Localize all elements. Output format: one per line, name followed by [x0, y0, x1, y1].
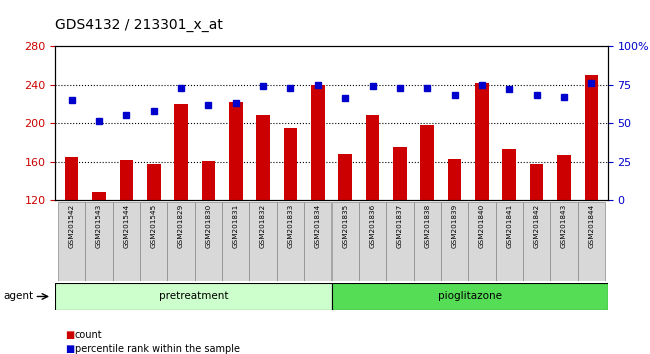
- Bar: [502, 149, 516, 200]
- Bar: [578, 202, 605, 281]
- Text: GSM201843: GSM201843: [561, 204, 567, 249]
- Text: GSM201830: GSM201830: [205, 204, 211, 249]
- Text: pioglitazone: pioglitazone: [437, 291, 502, 302]
- Bar: [283, 128, 297, 200]
- Bar: [393, 147, 407, 200]
- Text: GSM201833: GSM201833: [287, 204, 293, 249]
- Bar: [140, 202, 168, 281]
- Bar: [530, 164, 543, 200]
- Text: ■: ■: [65, 330, 74, 339]
- Bar: [58, 202, 85, 281]
- Bar: [448, 159, 462, 200]
- Bar: [112, 202, 140, 281]
- Text: GSM201839: GSM201839: [452, 204, 458, 249]
- Bar: [475, 82, 489, 200]
- Bar: [168, 202, 195, 281]
- Bar: [332, 202, 359, 281]
- Bar: [65, 157, 79, 200]
- Text: agent: agent: [3, 291, 33, 302]
- Bar: [495, 202, 523, 281]
- Bar: [222, 202, 250, 281]
- Text: pretreatment: pretreatment: [159, 291, 228, 302]
- Text: GDS4132 / 213301_x_at: GDS4132 / 213301_x_at: [55, 18, 223, 32]
- Bar: [229, 102, 242, 200]
- Bar: [386, 202, 413, 281]
- Bar: [92, 192, 106, 200]
- Text: GSM201831: GSM201831: [233, 204, 239, 249]
- Text: GSM201841: GSM201841: [506, 204, 512, 249]
- Bar: [468, 202, 495, 281]
- Bar: [523, 202, 551, 281]
- Text: GSM201844: GSM201844: [588, 204, 594, 249]
- Text: GSM201834: GSM201834: [315, 204, 321, 249]
- Bar: [311, 85, 324, 200]
- Text: GSM201840: GSM201840: [479, 204, 485, 249]
- Text: GSM201542: GSM201542: [69, 204, 75, 249]
- Text: GSM201829: GSM201829: [178, 204, 184, 249]
- Text: GSM201832: GSM201832: [260, 204, 266, 249]
- Bar: [174, 104, 188, 200]
- Text: ■: ■: [65, 344, 74, 354]
- Text: GSM201836: GSM201836: [370, 204, 376, 249]
- Text: percentile rank within the sample: percentile rank within the sample: [75, 344, 240, 354]
- Bar: [366, 115, 380, 200]
- Bar: [195, 202, 222, 281]
- Bar: [256, 115, 270, 200]
- Text: GSM201543: GSM201543: [96, 204, 102, 249]
- Bar: [277, 202, 304, 281]
- Bar: [250, 202, 277, 281]
- Text: GSM201837: GSM201837: [397, 204, 403, 249]
- Bar: [359, 202, 386, 281]
- Bar: [332, 283, 608, 310]
- Text: GSM201838: GSM201838: [424, 204, 430, 249]
- Bar: [557, 155, 571, 200]
- Bar: [584, 75, 598, 200]
- Bar: [339, 154, 352, 200]
- Bar: [85, 202, 112, 281]
- Bar: [120, 160, 133, 200]
- Bar: [421, 125, 434, 200]
- Bar: [147, 164, 161, 200]
- Bar: [202, 161, 215, 200]
- Bar: [551, 202, 578, 281]
- Text: GSM201835: GSM201835: [342, 204, 348, 249]
- Text: GSM201545: GSM201545: [151, 204, 157, 249]
- Bar: [413, 202, 441, 281]
- Bar: [304, 202, 332, 281]
- Text: GSM201842: GSM201842: [534, 204, 540, 249]
- Bar: [55, 283, 332, 310]
- Text: count: count: [75, 330, 103, 339]
- Bar: [441, 202, 468, 281]
- Text: GSM201544: GSM201544: [124, 204, 129, 249]
